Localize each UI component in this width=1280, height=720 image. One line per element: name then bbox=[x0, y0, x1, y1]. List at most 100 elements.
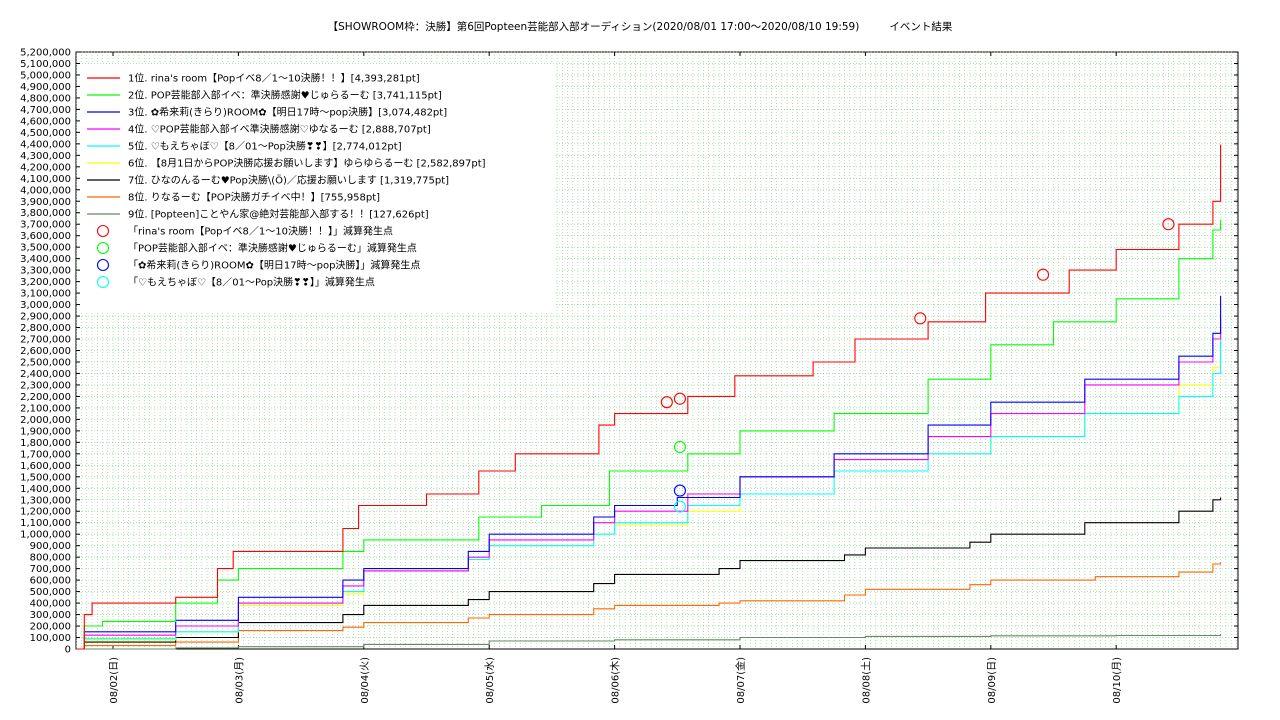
y-tick-label: 5,000,000 bbox=[20, 70, 71, 81]
series-line bbox=[76, 144, 1222, 650]
x-tick-label: 08/02(日) bbox=[109, 657, 120, 704]
y-tick-label: 3,500,000 bbox=[20, 243, 71, 254]
x-tick-label: 08/10(月) bbox=[1111, 657, 1123, 704]
y-tick-label: 4,400,000 bbox=[20, 139, 71, 150]
x-tick-label: 08/06(木) bbox=[610, 657, 622, 704]
legend-label: 3位. ✿希来莉(きらり)ROOM✿【明日17時～pop決勝】[3,074,48… bbox=[128, 106, 447, 119]
y-tick-label: 3,400,000 bbox=[20, 254, 71, 265]
y-tick-label: 2,400,000 bbox=[20, 369, 71, 380]
legend-label: 「POP芸能部入部イベ：準決勝感謝♥じゅらるーむ」減算発生点 bbox=[128, 242, 417, 255]
y-tick-label: 2,500,000 bbox=[20, 357, 71, 368]
y-tick-label: 2,300,000 bbox=[20, 380, 71, 391]
legend-label: 「♡もえちゃぼ♡【8／01～Pop決勝❣❣】」減算発生点 bbox=[128, 276, 375, 289]
legend-label: 「✿希来莉(きらり)ROOM✿【明日17時～pop決勝】」減算発生点 bbox=[128, 259, 420, 272]
decrease-markers bbox=[660, 218, 1175, 513]
y-tick-label: 4,600,000 bbox=[20, 116, 71, 127]
legend-label: 5位. ♡もえちゃぼ♡【8／01～Pop決勝❣❣】[2,774,012pt] bbox=[128, 140, 402, 153]
y-tick-label: 4,000,000 bbox=[20, 185, 71, 196]
y-tick-label: 2,000,000 bbox=[20, 415, 71, 426]
y-tick-label: 4,900,000 bbox=[20, 82, 71, 93]
legend-marker bbox=[96, 241, 110, 255]
series-line bbox=[76, 562, 1222, 650]
y-tick-label: 100,000 bbox=[30, 633, 71, 644]
series-line bbox=[76, 497, 1222, 650]
y-tick-label: 3,900,000 bbox=[20, 197, 71, 208]
y-tick-label: 500,000 bbox=[30, 587, 71, 598]
y-tick-label: 1,000,000 bbox=[20, 530, 71, 541]
y-tick-label: 1,500,000 bbox=[20, 472, 71, 483]
chart-title: 【SHOWROOM枠：決勝】第6回Popteen芸能部入部オーディション(202… bbox=[328, 20, 953, 33]
y-tick-label: 900,000 bbox=[30, 541, 71, 552]
y-tick-label: 4,200,000 bbox=[20, 162, 71, 173]
y-tick-label: 2,100,000 bbox=[20, 403, 71, 414]
y-tick-label: 4,100,000 bbox=[20, 174, 71, 185]
decrease-marker bbox=[660, 396, 673, 409]
y-tick-label: 4,500,000 bbox=[20, 128, 71, 139]
y-tick-label: 2,900,000 bbox=[20, 312, 71, 323]
y-tick-label: 3,600,000 bbox=[20, 231, 71, 242]
y-tick-label: 0 bbox=[65, 645, 71, 656]
x-axis: 08/02(日) 08/03(月) 08/04(火) 08/05(水) 08/06(木)… bbox=[109, 52, 1123, 704]
y-tick-label: 2,700,000 bbox=[20, 335, 71, 346]
legend-label: 「rina's room【Popイベ8／1～10決勝！！】」減算発生点 bbox=[128, 225, 393, 238]
legend-label: 8位. りなるーむ【POP決勝ガチイベ中！】[755,958pt] bbox=[128, 191, 380, 204]
decrease-marker bbox=[673, 392, 686, 405]
y-tick-label: 4,700,000 bbox=[20, 105, 71, 116]
decrease-marker bbox=[914, 312, 927, 325]
decrease-marker bbox=[1037, 268, 1050, 281]
series-line bbox=[76, 219, 1222, 650]
y-tick-label: 1,700,000 bbox=[20, 449, 71, 460]
legend-label: 2位. POP芸能部入部イベ：準決勝感謝♥じゅらるーむ [3,741,115pt… bbox=[128, 89, 442, 102]
x-tick-label: 08/05(水) bbox=[484, 657, 496, 704]
x-tick-label: 08/07(金) bbox=[734, 657, 747, 704]
y-tick-label: 1,100,000 bbox=[20, 518, 71, 529]
legend-marker bbox=[96, 224, 110, 238]
legend: 1位. rina's room【Popイベ8／1～10決勝！！】[4,393,2… bbox=[80, 64, 556, 312]
y-tick-label: 3,000,000 bbox=[20, 300, 71, 311]
y-tick-label: 800,000 bbox=[30, 553, 71, 564]
y-tick-label: 3,200,000 bbox=[20, 277, 71, 288]
y-tick-label: 3,100,000 bbox=[20, 289, 71, 300]
x-tick-label: 08/09(日) bbox=[987, 657, 998, 704]
y-tick-label: 1,300,000 bbox=[20, 495, 71, 506]
y-tick-label: 400,000 bbox=[30, 599, 71, 610]
decrease-marker bbox=[673, 484, 686, 497]
decrease-marker bbox=[673, 500, 686, 513]
y-tick-label: 1,900,000 bbox=[20, 426, 71, 437]
y-tick-label: 300,000 bbox=[30, 610, 71, 621]
y-tick-label: 5,100,000 bbox=[20, 59, 71, 70]
legend-marker bbox=[96, 258, 110, 272]
decrease-marker bbox=[1162, 218, 1175, 231]
y-tick-label: 1,200,000 bbox=[20, 507, 71, 518]
x-tick-label: 08/08(土) bbox=[859, 657, 872, 704]
y-axis: 0100,000200,000300,000400,000500,000600,… bbox=[20, 48, 1238, 656]
legend-marker bbox=[96, 275, 110, 289]
legend-label: 9位. [Popteen]ことやん家@絶対芸能部入部する！！[127,626pt… bbox=[128, 208, 429, 221]
series-line bbox=[76, 296, 1222, 650]
series-lines bbox=[76, 144, 1222, 650]
legend-label: 7位. ひなのんるーむ♥Pop決勝\(Ö)／応援お願いします [1,319,77… bbox=[128, 174, 449, 187]
y-tick-label: 2,800,000 bbox=[20, 323, 71, 334]
y-tick-label: 2,200,000 bbox=[20, 392, 71, 403]
y-tick-label: 600,000 bbox=[30, 576, 71, 587]
y-tick-label: 4,300,000 bbox=[20, 151, 71, 162]
x-tick-label: 08/04(火) bbox=[359, 657, 371, 704]
y-tick-label: 200,000 bbox=[30, 622, 71, 633]
y-tick-label: 3,700,000 bbox=[20, 220, 71, 231]
y-tick-label: 4,800,000 bbox=[20, 93, 71, 104]
series-line bbox=[76, 634, 1222, 650]
decrease-marker bbox=[673, 440, 686, 453]
legend-label: 4位. ♡POP芸能部入部イベ準決勝感謝♡ゆなるーむ [2,888,707pt] bbox=[128, 123, 431, 136]
legend-box bbox=[80, 64, 556, 312]
y-tick-label: 1,800,000 bbox=[20, 438, 71, 449]
y-tick-label: 5,200,000 bbox=[20, 48, 71, 59]
legend-label: 1位. rina's room【Popイベ8／1～10決勝！！】[4,393,2… bbox=[128, 72, 420, 85]
x-tick-label: 08/03(月) bbox=[233, 657, 245, 704]
y-tick-label: 2,600,000 bbox=[20, 346, 71, 357]
y-tick-label: 700,000 bbox=[30, 564, 71, 575]
y-tick-label: 1,400,000 bbox=[20, 484, 71, 495]
y-tick-label: 3,300,000 bbox=[20, 266, 71, 277]
y-tick-label: 3,800,000 bbox=[20, 208, 71, 219]
legend-label: 6位. 【8月1日からPOP決勝応援お願いします】ゆらゆらるーむ [2,582,… bbox=[128, 157, 486, 170]
